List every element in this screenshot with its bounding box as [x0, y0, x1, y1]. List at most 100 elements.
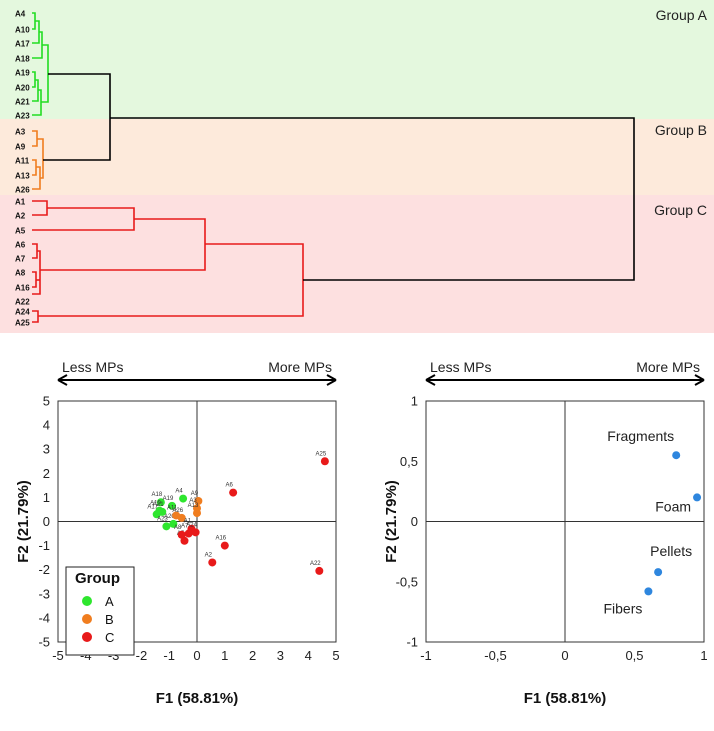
y-axis-label: F2 (21.79%) [15, 480, 32, 563]
x-tick-label: -2 [136, 648, 148, 663]
y-tick-label: -5 [38, 635, 50, 650]
y-tick-label: -2 [38, 562, 50, 577]
x-tick-label: -5 [52, 648, 64, 663]
point-label: A20 [164, 514, 175, 520]
x-axis-label: F1 (58.81%) [156, 690, 239, 707]
score-point [156, 498, 165, 507]
point-label: A6 [225, 483, 233, 489]
y-tick-label: 3 [43, 442, 50, 457]
x-tick-label: 1 [221, 648, 228, 663]
arrow-head-right-icon [694, 374, 705, 386]
legend-marker [82, 632, 92, 642]
arrow-left-label: Less MPs [430, 359, 491, 375]
score-point [194, 497, 203, 506]
legend-title: Group [75, 570, 120, 587]
score-point [208, 558, 217, 567]
legend: Group ABC [65, 566, 135, 656]
leaf-label: A22 [15, 298, 30, 307]
branch [37, 138, 44, 179]
point-label: A24 [186, 522, 197, 528]
score-point [179, 494, 188, 503]
legend-entry-label: A [105, 594, 114, 609]
leaf-label: A23 [15, 112, 30, 121]
point-label: A10 [150, 501, 161, 507]
score-point [193, 509, 201, 518]
legend-box [65, 566, 135, 656]
score-point [320, 457, 329, 466]
leaf-label: A20 [15, 84, 30, 93]
leaf-label: A24 [15, 308, 30, 317]
y-tick-label: 2 [43, 466, 50, 481]
dendrogram: Group A Group B Group C A4 A10 A17 A18 A19 A20 A2… [0, 0, 714, 333]
y-tick-label: 1 [411, 394, 418, 409]
x-tick-label: 3 [277, 648, 284, 663]
loading-point [644, 587, 653, 596]
point-label: A17 [147, 504, 158, 510]
group-label: Group C [654, 202, 707, 218]
point-label: A2 [205, 552, 213, 558]
group-label: Group A [656, 7, 708, 23]
y-tick-label: 1 [43, 490, 50, 505]
group-band [0, 119, 714, 195]
loading-point [693, 493, 702, 502]
x-tick-label: 5 [332, 648, 339, 663]
leaf-label: A1 [15, 198, 26, 207]
loading-point [672, 451, 681, 460]
variable-label: Pellets [650, 543, 692, 559]
y-tick-label: -0,5 [396, 574, 418, 589]
leaf-label: A10 [15, 26, 30, 35]
x-tick-label: 0 [193, 648, 200, 663]
y-tick-label: 4 [43, 418, 50, 433]
arrow-right-label: More MPs [268, 359, 332, 375]
point-label: A13 [188, 503, 199, 509]
arrow-head-right-icon [326, 374, 337, 386]
point-label: A21 [153, 502, 164, 508]
leaf-label: A3 [15, 128, 26, 137]
x-tick-label: 0 [561, 648, 568, 663]
point-label: A23 [157, 516, 168, 522]
link [43, 73, 111, 161]
arrow-head-left-icon [57, 374, 68, 386]
x-tick-label: 4 [305, 648, 312, 663]
score-point [167, 501, 176, 510]
x-tick-label: -1 [163, 648, 175, 663]
score-point [169, 519, 178, 528]
legend-marker [82, 596, 92, 606]
y-tick-label: -1 [406, 635, 418, 650]
leaf-label: A9 [15, 143, 26, 152]
x-axis-label: F1 (58.81%) [524, 690, 607, 707]
leaf-label: A19 [15, 69, 30, 78]
point-label: A18 [152, 492, 163, 498]
point-label: A16 [215, 536, 226, 542]
arrow-left-label: Less MPs [62, 359, 123, 375]
loading-plot: Less MPs More MPs -1 -0,5 0 0,5 1 -1 -0,5 0 0,5 1 F1… [383, 359, 708, 707]
group-label: Group B [655, 122, 707, 138]
x-tick-label: 1 [700, 648, 707, 663]
group-band [0, 0, 714, 119]
y-tick-label: 0 [43, 514, 50, 529]
score-point [177, 530, 186, 539]
y-tick-label: -4 [38, 610, 50, 625]
point-label: A3 [189, 498, 197, 504]
y-tick-label: 5 [43, 394, 50, 409]
leaf-label: A11 [15, 157, 30, 166]
score-point [220, 541, 229, 550]
score-point [162, 522, 171, 531]
leaf-label: A6 [15, 241, 26, 250]
leaf-label: A5 [15, 227, 26, 236]
score-point [158, 507, 167, 516]
point-label: A19 [163, 496, 174, 502]
leaf-label: A25 [15, 319, 30, 328]
score-point [229, 488, 238, 497]
x-tick-label: -1 [420, 648, 432, 663]
link [110, 117, 635, 281]
score-point [177, 513, 186, 522]
y-tick-label: 0 [411, 514, 418, 529]
x-tick-label: 0,5 [625, 648, 643, 663]
leaf-label: A21 [15, 98, 30, 107]
leaf-label: A7 [15, 255, 26, 264]
arrow-head-left-icon [425, 374, 436, 386]
point-label: A1 [184, 519, 192, 525]
leaf-label: A16 [15, 284, 30, 293]
